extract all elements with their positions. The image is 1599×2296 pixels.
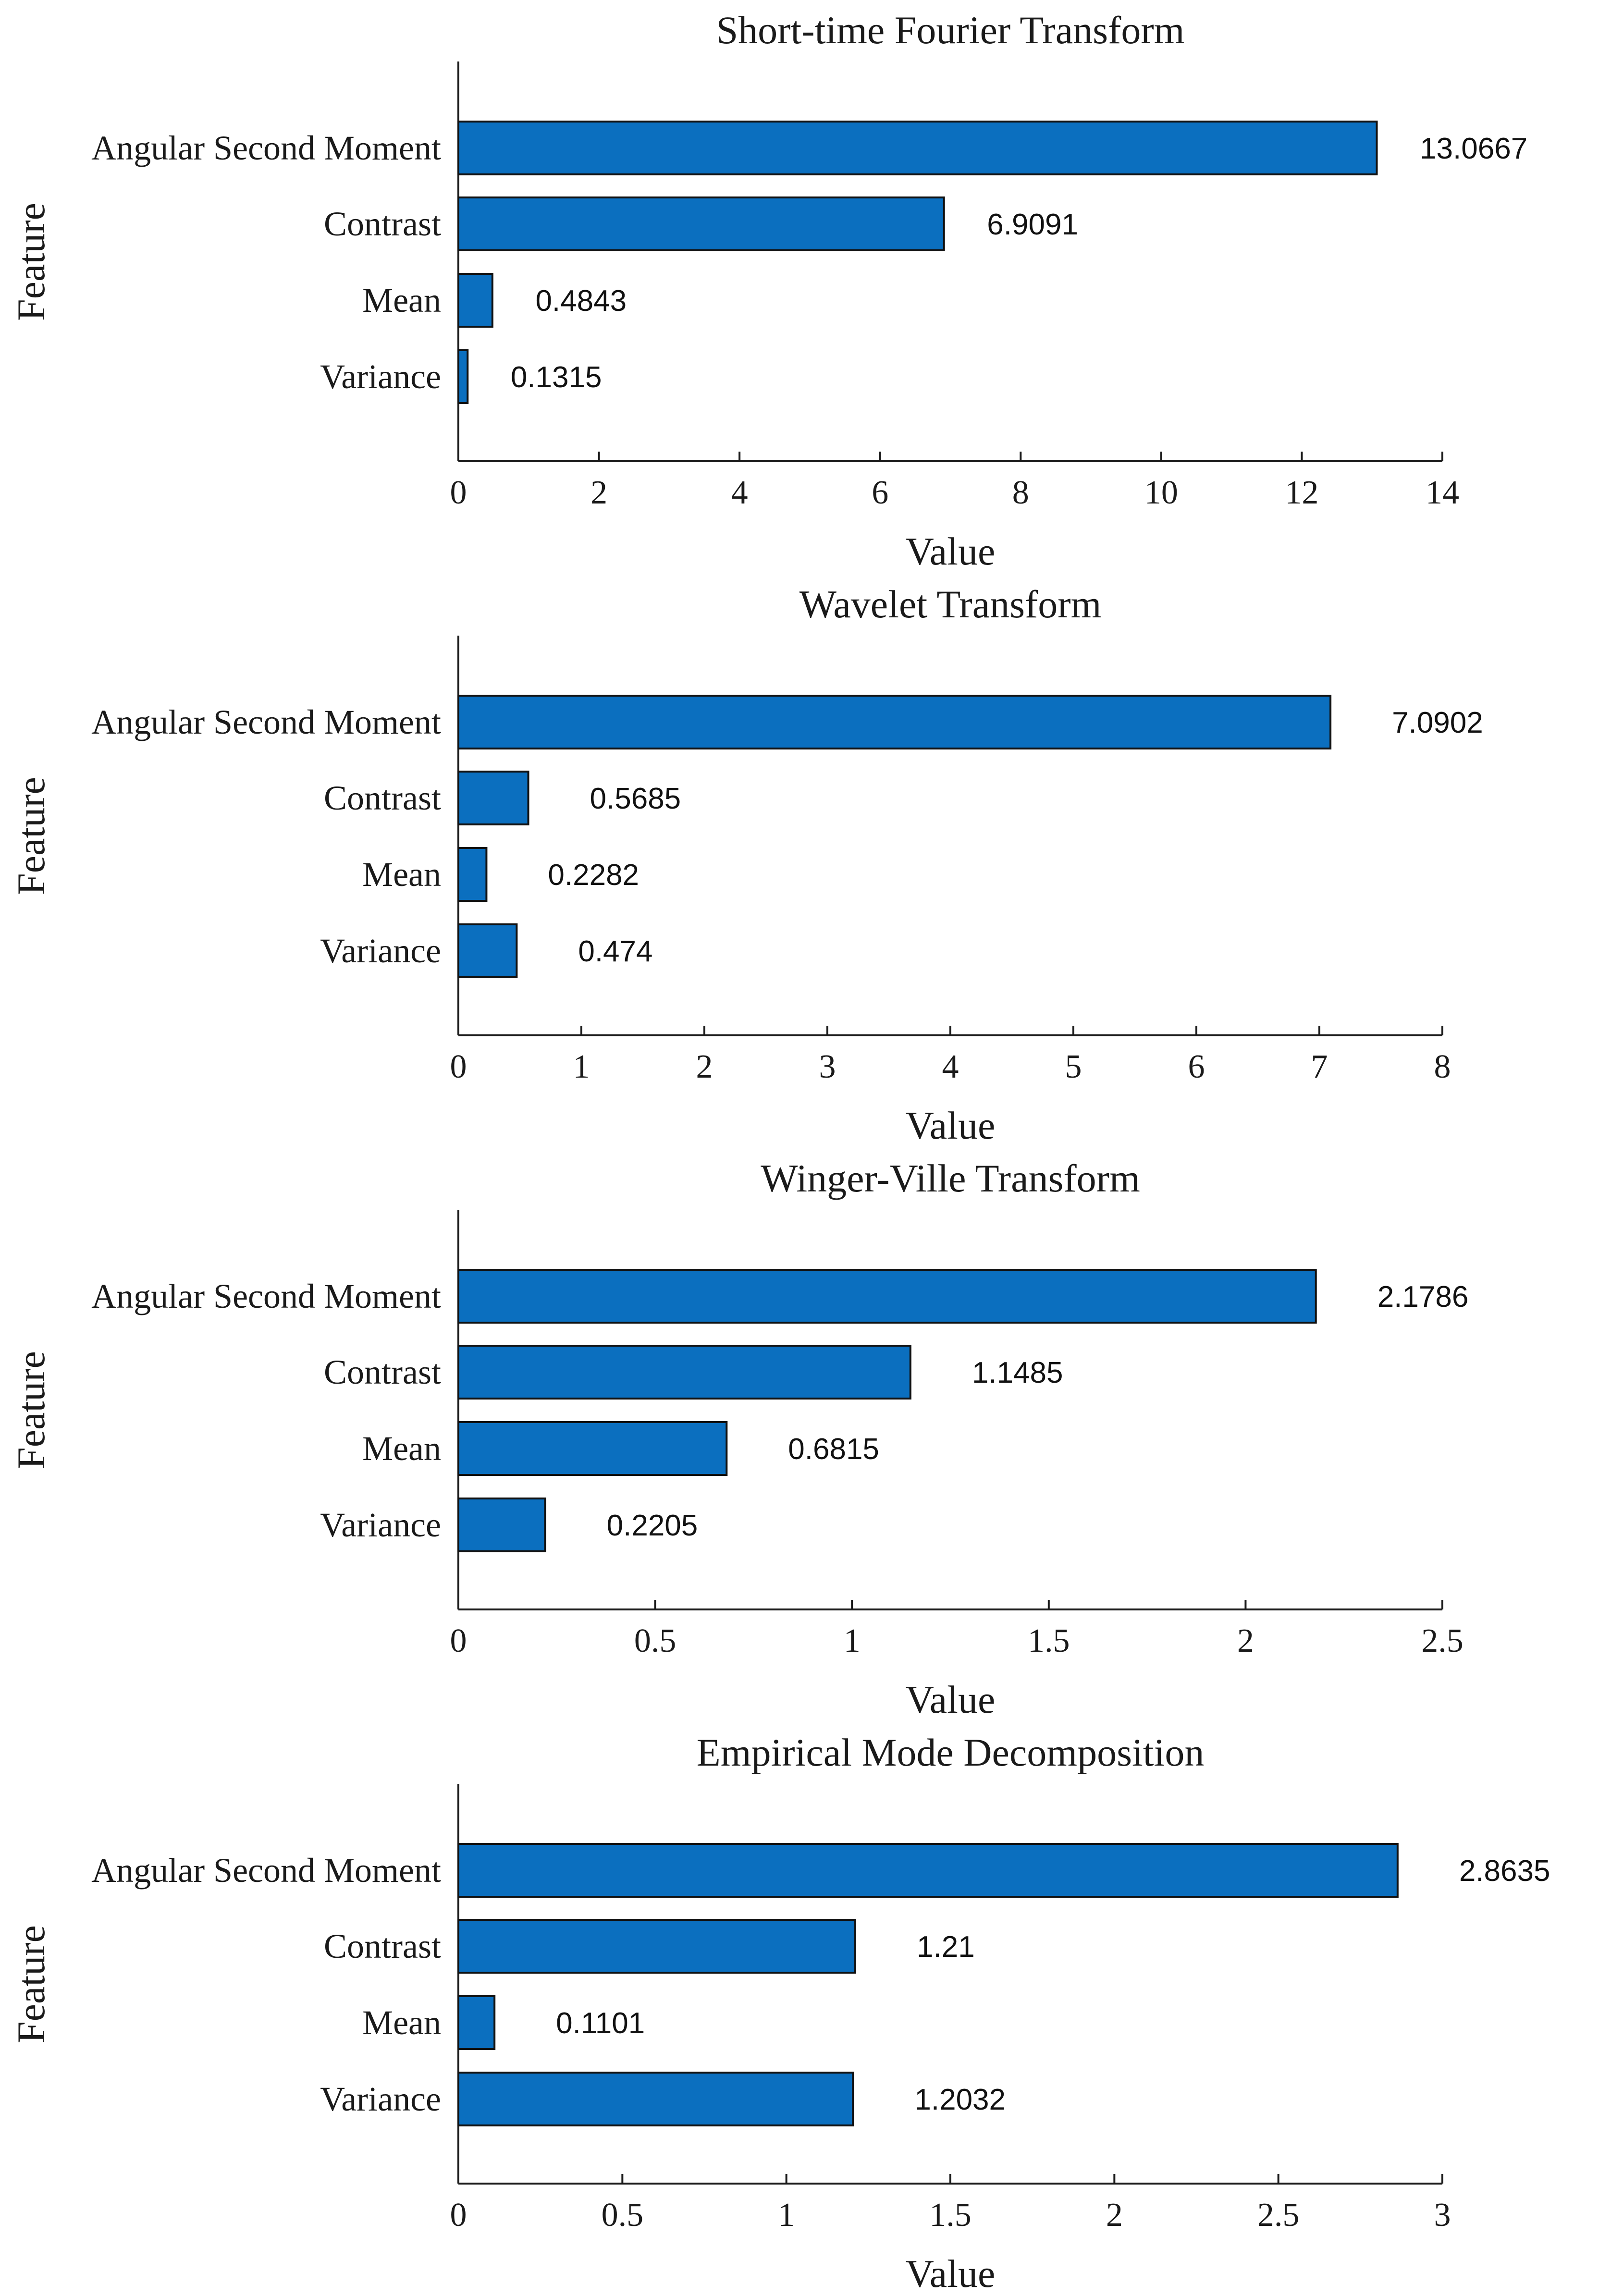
- x-tick-label: 6: [1188, 1048, 1205, 1085]
- bar-value-label: 13.0667: [1420, 132, 1527, 165]
- x-tick-label: 8: [1012, 474, 1029, 511]
- x-tick-label: 1: [778, 2197, 795, 2234]
- bar[interactable]: [457, 695, 1332, 749]
- x-tick-label: 2.5: [1257, 2197, 1300, 2234]
- x-tick-label: 0: [450, 2197, 467, 2234]
- x-tick-label: 1.5: [929, 2197, 972, 2234]
- category-label: Mean: [362, 1429, 441, 1468]
- category-label: Angular Second Moment: [91, 703, 441, 741]
- bar[interactable]: [457, 273, 493, 328]
- category-label: Mean: [362, 855, 441, 894]
- x-tick-label: 12: [1285, 474, 1318, 511]
- x-tick-label: 3: [1434, 2197, 1451, 2234]
- category-label: Angular Second Moment: [91, 1851, 441, 1890]
- x-tick-label: 0.5: [634, 1622, 676, 1659]
- y-axis-label: Feature: [9, 1351, 53, 1469]
- x-tick-label: 2: [696, 1048, 713, 1085]
- bar-value-label: 1.1485: [972, 1356, 1063, 1389]
- x-tick-label: 3: [819, 1048, 836, 1085]
- bar-value-label: 1.21: [917, 1930, 975, 1964]
- category-label: Angular Second Moment: [91, 1277, 441, 1315]
- category-label: Contrast: [324, 1353, 441, 1391]
- x-tick-label: 1: [844, 1622, 861, 1659]
- bar[interactable]: [457, 1345, 911, 1400]
- category-label: Mean: [362, 2003, 441, 2042]
- x-axis-label: Value: [906, 1104, 996, 1147]
- x-tick-label: 2: [1106, 2197, 1123, 2234]
- bar[interactable]: [457, 1498, 546, 1552]
- x-axis-label: Value: [906, 529, 996, 573]
- bar-value-label: 6.9091: [987, 208, 1078, 241]
- bar-value-label: 2.8635: [1459, 1854, 1550, 1888]
- chart-panel-4: Empirical Mode Decomposition 0 0.5 1 1.5 2 2.5…: [9, 1731, 1550, 2296]
- category-label: Mean: [362, 281, 441, 319]
- bar-value-label: 0.6815: [788, 1433, 879, 1466]
- x-tick-label: 2: [590, 474, 607, 511]
- bar[interactable]: [457, 2072, 854, 2126]
- category-label: Contrast: [324, 779, 441, 817]
- bar[interactable]: [457, 847, 488, 902]
- bar[interactable]: [457, 121, 1378, 175]
- x-tick-label: 2.5: [1421, 1622, 1464, 1659]
- category-label: Angular Second Moment: [91, 129, 441, 167]
- category-label: Contrast: [324, 1927, 441, 1965]
- x-tick-label: 0: [450, 474, 467, 511]
- x-axis-label: Value: [906, 1678, 996, 1721]
- category-label: Variance: [320, 2080, 441, 2118]
- x-tick-label: 14: [1426, 474, 1459, 511]
- category-label: Variance: [320, 932, 441, 970]
- x-axis-label: Value: [906, 2252, 996, 2296]
- chart-title: Wavelet Transform: [800, 582, 1102, 626]
- bar-value-label: 1.2032: [914, 2083, 1006, 2116]
- x-tick-label: 1.5: [1028, 1622, 1070, 1659]
- bar[interactable]: [457, 349, 469, 404]
- bar[interactable]: [457, 1919, 857, 1974]
- bar-value-label: 0.4843: [535, 284, 627, 318]
- x-tick-label: 4: [731, 474, 748, 511]
- bar-value-label: 0.474: [578, 935, 652, 968]
- category-label: Variance: [320, 1506, 441, 1544]
- chart-panel-2: Wavelet Transform 0 1 2 3 4 5 6 7 8 Value Feature An…: [9, 582, 1483, 1147]
- chart-panel-3: Winger-Ville Transform 0 0.5 1 1.5 2 2.5 Value F…: [9, 1156, 1468, 1721]
- x-tick-label: 10: [1144, 474, 1178, 511]
- bar[interactable]: [457, 771, 529, 825]
- y-axis-label: Feature: [9, 777, 53, 895]
- category-label: Variance: [320, 357, 441, 396]
- y-axis-label: Feature: [9, 1925, 53, 2043]
- bar-value-label: 0.2282: [548, 859, 639, 892]
- bar[interactable]: [457, 1843, 1399, 1898]
- bar-value-label: 0.2205: [607, 1509, 698, 1542]
- chart-panel-1: Short-time Fourier Transform 0 2 4 6 8 10 12 14 V…: [9, 8, 1527, 573]
- bar-value-label: 0.5685: [590, 782, 681, 815]
- bar[interactable]: [457, 1421, 728, 1476]
- x-tick-label: 0: [450, 1048, 467, 1085]
- bar-value-label: 7.0902: [1392, 706, 1483, 739]
- bar-value-label: 2.1786: [1378, 1280, 1469, 1314]
- bar-value-label: 0.1101: [556, 2007, 645, 2040]
- bar[interactable]: [457, 1995, 496, 2050]
- bar[interactable]: [457, 1269, 1317, 1324]
- x-tick-label: 8: [1434, 1048, 1451, 1085]
- bar[interactable]: [457, 923, 518, 978]
- chart-title: Short-time Fourier Transform: [716, 8, 1185, 52]
- chart-title: Empirical Mode Decomposition: [697, 1731, 1205, 1774]
- bar-value-label: 0.1315: [511, 361, 602, 394]
- chart-title: Winger-Ville Transform: [761, 1156, 1140, 1200]
- x-tick-label: 2: [1237, 1622, 1254, 1659]
- x-tick-label: 1: [573, 1048, 590, 1085]
- x-tick-label: 6: [872, 474, 888, 511]
- x-tick-label: 7: [1311, 1048, 1328, 1085]
- x-tick-label: 0.5: [602, 2197, 644, 2234]
- y-axis-label: Feature: [9, 203, 53, 321]
- x-tick-label: 5: [1065, 1048, 1082, 1085]
- x-tick-label: 4: [942, 1048, 959, 1085]
- x-tick-label: 0: [450, 1622, 467, 1659]
- category-label: Contrast: [324, 205, 441, 243]
- bar[interactable]: [457, 196, 945, 251]
